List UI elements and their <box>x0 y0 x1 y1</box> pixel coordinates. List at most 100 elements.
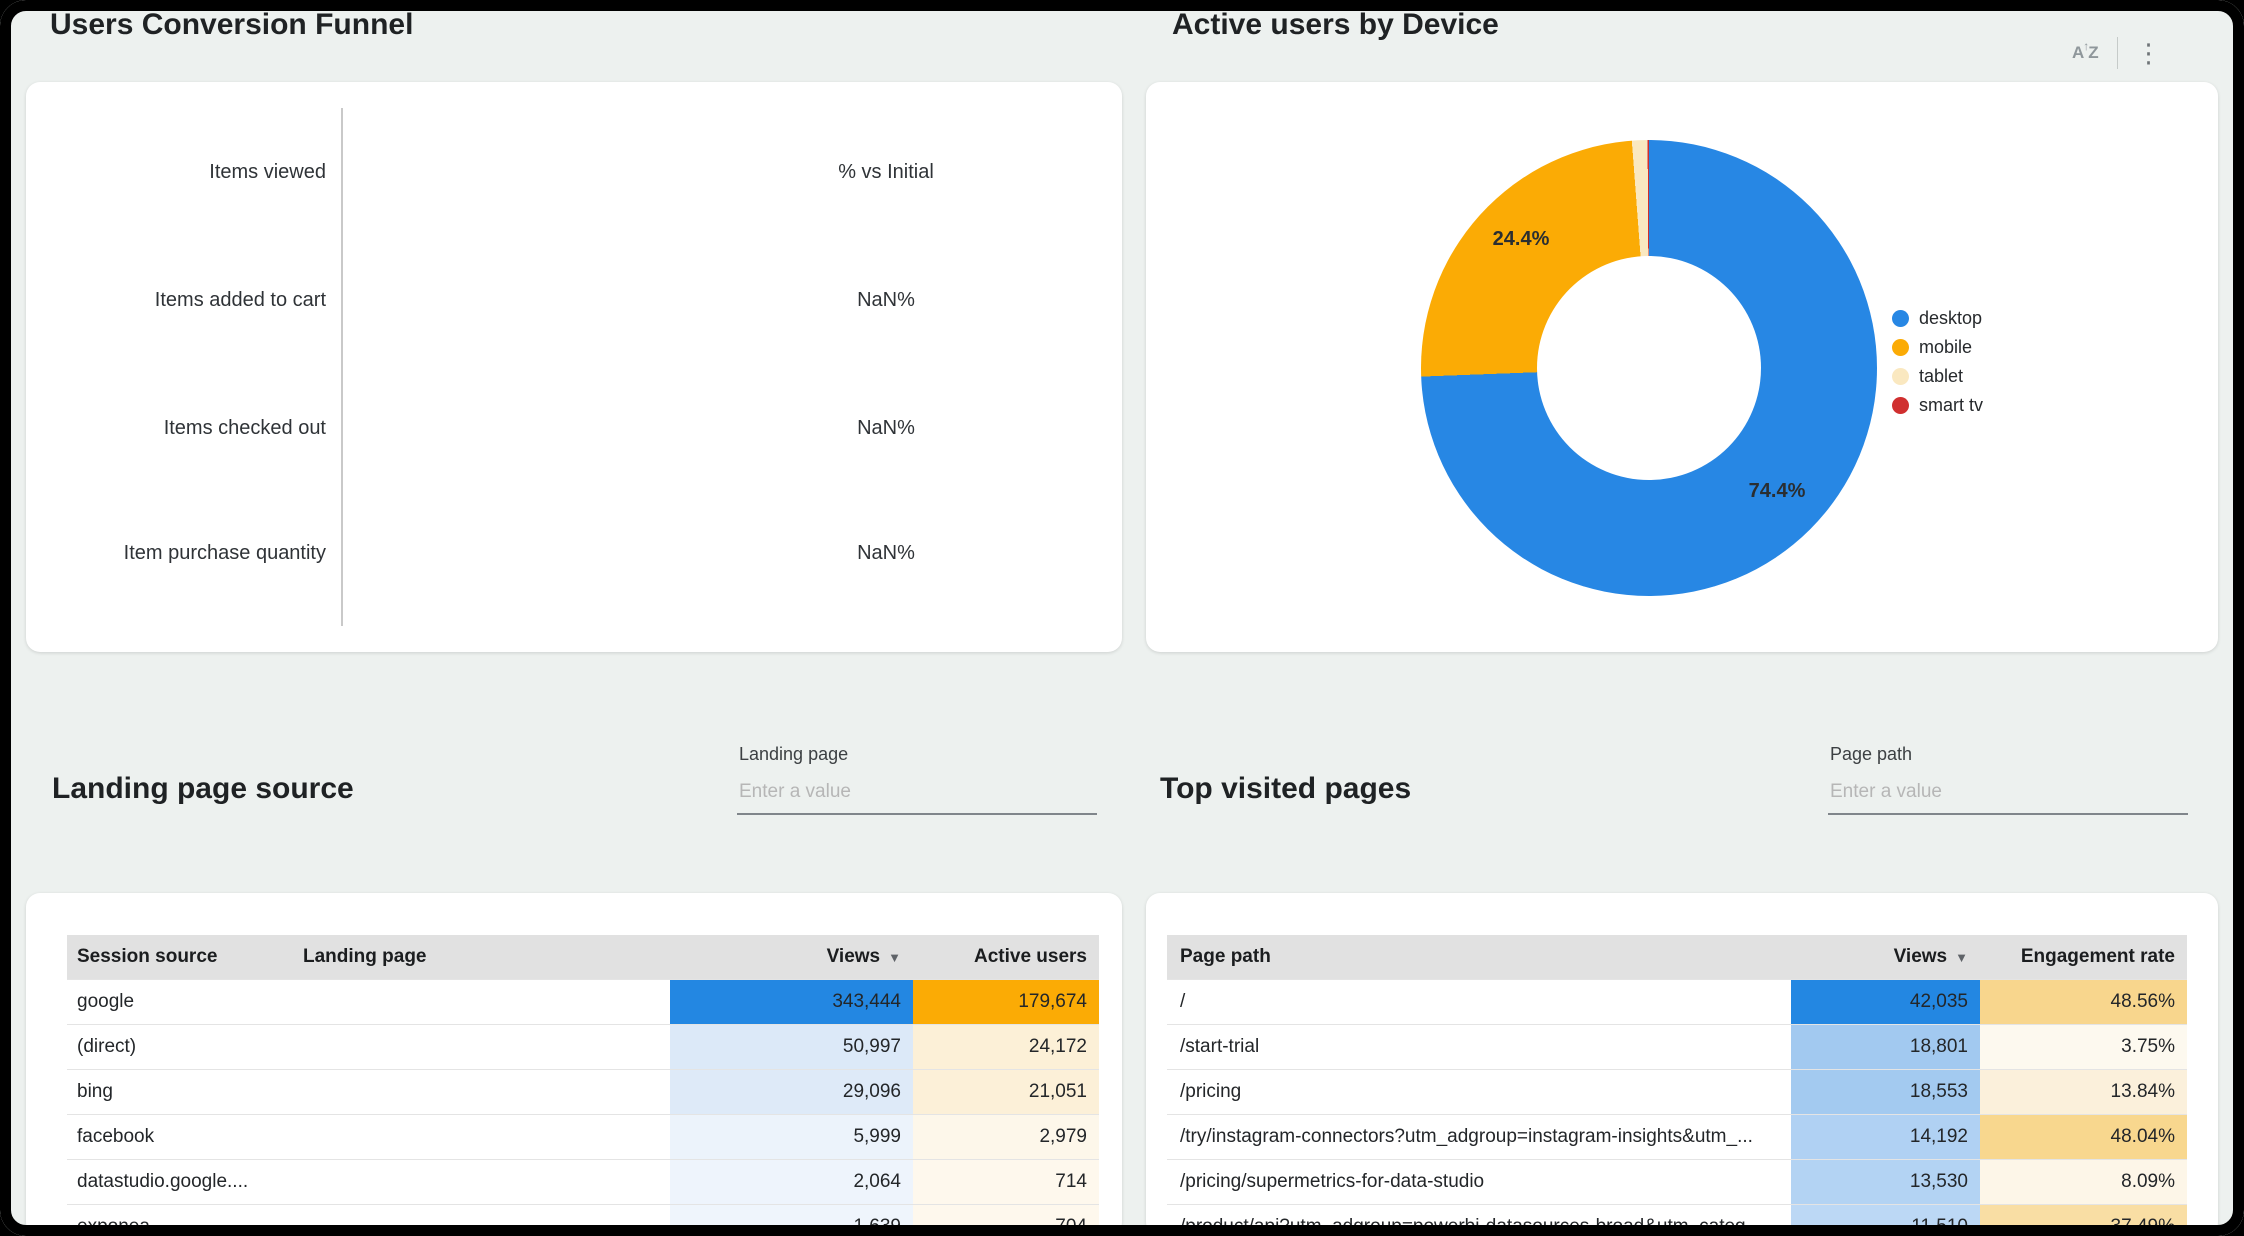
cell-views: 42,035 <box>1791 980 1980 1024</box>
cell-views: 50,997 <box>670 1025 913 1069</box>
funnel-step-value: NaN% <box>857 417 915 439</box>
pages-table-card: Page path Views ▼ Engagement rate / 42,0… <box>1146 893 2218 1236</box>
cell-landing-page <box>277 1205 670 1236</box>
device-legend: desktop mobile tablet smart tv <box>1892 308 1983 426</box>
col-header-views[interactable]: Views ▼ <box>670 946 913 968</box>
table-row[interactable]: exponea 1,639 704 <box>67 1204 1099 1236</box>
cell-page-path: /pricing <box>1180 1081 1242 1102</box>
toolbar-divider <box>2116 37 2118 69</box>
cell-views: 343,444 <box>670 980 913 1024</box>
funnel-step-value: % vs Initial <box>838 161 934 183</box>
cell-page-path: /try/instagram-connectors?utm_adgroup=in… <box>1180 1126 1753 1147</box>
cell-landing-page <box>277 980 670 1024</box>
table-row[interactable]: /product/api?utm_adgroup=powerbi-datasou… <box>1167 1204 2187 1236</box>
sort-desc-icon: ▼ <box>888 949 901 965</box>
funnel-title: Users Conversion Funnel <box>50 8 414 41</box>
legend-item-mobile[interactable]: mobile <box>1892 337 1983 357</box>
cell-views: 18,801 <box>1791 1025 1980 1069</box>
table-row[interactable]: facebook 5,999 2,979 <box>67 1114 1099 1159</box>
table-row[interactable]: bing 29,096 21,051 <box>67 1069 1099 1114</box>
pages-title: Top visited pages <box>1160 772 1412 805</box>
table-row[interactable]: /try/instagram-connectors?utm_adgroup=in… <box>1167 1114 2187 1159</box>
sort-desc-icon: ▼ <box>1955 949 1968 965</box>
col-header-engagement-rate[interactable]: Engagement rate <box>2020 946 2175 967</box>
cell-page-path: /product/api?utm_adgroup=powerbi-datasou… <box>1180 1216 1762 1236</box>
cell-engagement-rate: 48.56% <box>1980 980 2187 1024</box>
cell-engagement-rate: 13.84% <box>1980 1070 2187 1114</box>
cell-views: 29,096 <box>670 1070 913 1114</box>
landing-page-filter: Landing page <box>737 744 1097 815</box>
cell-engagement-rate: 37.49% <box>1980 1205 2187 1236</box>
funnel-step-value: NaN% <box>857 289 915 311</box>
page-path-filter: Page path <box>1828 744 2188 815</box>
more-options-icon[interactable]: ⋮ <box>2135 38 2162 68</box>
col-header-page-path[interactable]: Page path <box>1180 946 1271 967</box>
col-header-session-source[interactable]: Session source <box>77 946 218 967</box>
cell-session-source: datastudio.google.... <box>77 1171 249 1192</box>
legend-dot <box>1892 310 1909 327</box>
table-row[interactable]: datastudio.google.... 2,064 714 <box>67 1159 1099 1204</box>
funnel-step-label: Items viewed <box>209 161 326 183</box>
cell-landing-page <box>277 1115 670 1159</box>
device-chart-card: 24.4% 74.4% desktop mobile tablet smart … <box>1146 82 2218 652</box>
table-row[interactable]: /pricing/supermetrics-for-data-studio 13… <box>1167 1159 2187 1204</box>
cell-views: 5,999 <box>670 1115 913 1159</box>
page-path-filter-input[interactable] <box>1828 777 2188 815</box>
cell-views: 14,192 <box>1791 1115 1980 1159</box>
cell-views: 18,553 <box>1791 1070 1980 1114</box>
table-row[interactable]: google 343,444 179,674 <box>67 979 1099 1024</box>
cell-landing-page <box>277 1025 670 1069</box>
filter-label: Landing page <box>739 744 849 764</box>
landing-page-filter-input[interactable] <box>737 777 1097 815</box>
slice-label-desktop: 74.4% <box>1748 480 1806 502</box>
table-row[interactable]: /start-trial 18,801 3.75% <box>1167 1024 2187 1069</box>
legend-label: desktop <box>1919 308 1983 328</box>
cell-active-users: 179,674 <box>913 980 1099 1024</box>
sort-az-icon[interactable]: A ↑ Z <box>2072 39 2099 63</box>
table-row[interactable]: (direct) 50,997 24,172 <box>67 1024 1099 1069</box>
sort-letter-a: A <box>2072 43 2085 62</box>
table-row[interactable]: / 42,035 48.56% <box>1167 979 2187 1024</box>
cell-engagement-rate: 3.75% <box>1980 1025 2187 1069</box>
col-header-active-users[interactable]: Active users <box>973 946 1087 967</box>
filter-label: Page path <box>1830 744 1913 764</box>
cell-engagement-rate: 8.09% <box>1980 1160 2187 1204</box>
table-row[interactable]: /pricing 18,553 13.84% <box>1167 1069 2187 1114</box>
cell-views: 2,064 <box>670 1160 913 1204</box>
sort-arrow-icon: ↑ <box>2083 39 2090 53</box>
table-header-row: Session source Landing page Views ▼ Acti… <box>67 935 1099 979</box>
col-header-views[interactable]: Views ▼ <box>1791 946 1980 968</box>
funnel-step-label: Items added to cart <box>154 289 326 311</box>
cell-session-source: bing <box>77 1081 113 1102</box>
device-donut[interactable] <box>1421 140 1877 596</box>
cell-landing-page <box>277 1070 670 1114</box>
chart-toolbar: A ↑ Z ⋮ <box>2072 34 2162 72</box>
landing-table: Session source Landing page Views ▼ Acti… <box>67 935 1099 1236</box>
funnel-step-label: Item purchase quantity <box>123 542 326 564</box>
cell-landing-page <box>277 1160 670 1204</box>
table-header-row: Page path Views ▼ Engagement rate <box>1167 935 2187 979</box>
legend-dot <box>1892 339 1909 356</box>
landing-table-card: Session source Landing page Views ▼ Acti… <box>26 893 1122 1236</box>
cell-session-source: google <box>77 991 135 1012</box>
landing-title: Landing page source <box>52 772 354 805</box>
slice-label-mobile: 24.4% <box>1492 228 1550 250</box>
cell-active-users: 704 <box>913 1205 1099 1236</box>
legend-dot <box>1892 368 1909 385</box>
legend-item-tablet[interactable]: tablet <box>1892 366 1983 386</box>
cell-active-users: 24,172 <box>913 1025 1099 1069</box>
cell-page-path: / <box>1180 991 1186 1012</box>
cell-active-users: 2,979 <box>913 1115 1099 1159</box>
legend-item-desktop[interactable]: desktop <box>1892 308 1983 328</box>
col-header-landing-page[interactable]: Landing page <box>303 946 427 967</box>
cell-page-path: /start-trial <box>1180 1036 1260 1057</box>
legend-dot <box>1892 397 1909 414</box>
funnel-step-label: Items checked out <box>163 417 326 439</box>
cell-views: 1,639 <box>670 1205 913 1236</box>
cell-session-source: facebook <box>77 1126 155 1147</box>
funnel-step-value: NaN% <box>857 542 915 564</box>
col-header-views-label: Views <box>1893 946 1948 967</box>
legend-item-smart-tv[interactable]: smart tv <box>1892 395 1983 415</box>
col-header-views-label: Views <box>826 946 881 967</box>
